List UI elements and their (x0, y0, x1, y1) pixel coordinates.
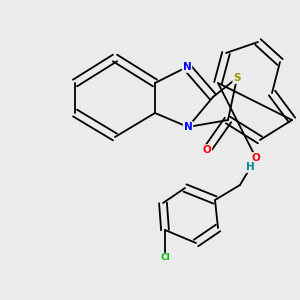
Text: Cl: Cl (160, 254, 170, 262)
Text: N: N (183, 62, 191, 72)
Text: S: S (233, 73, 241, 83)
Text: H: H (246, 162, 254, 172)
Text: O: O (202, 145, 211, 155)
Text: O: O (252, 153, 260, 163)
Text: N: N (184, 122, 192, 132)
